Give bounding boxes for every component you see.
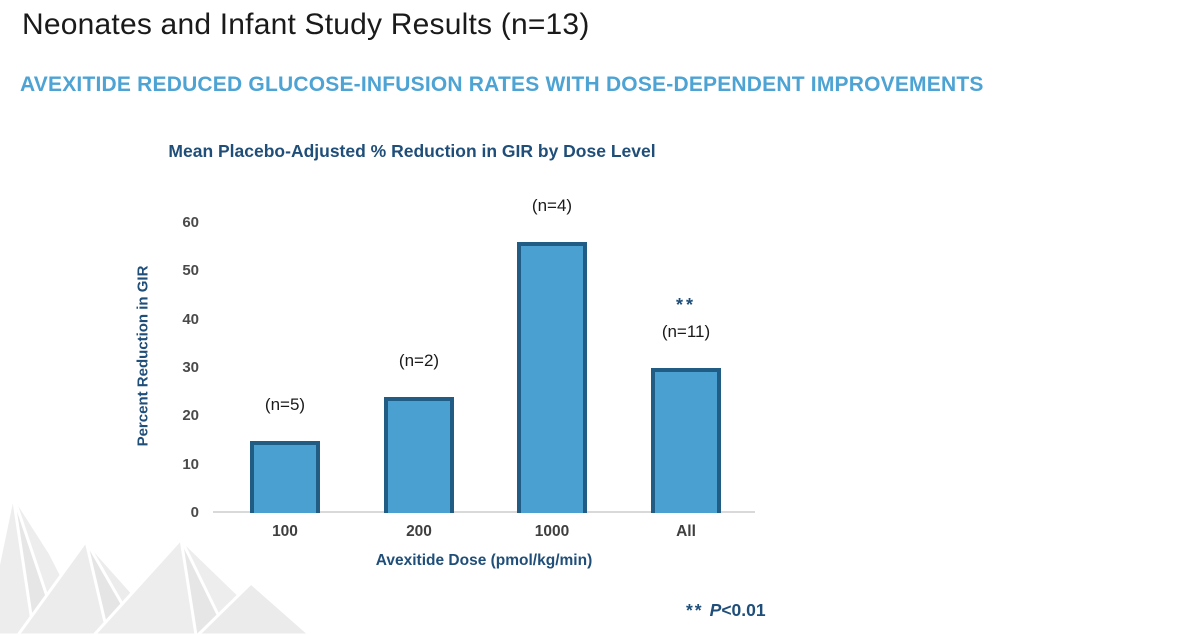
y-tick-30: 30 — [182, 359, 199, 376]
significance-footnote: ** P<0.01 — [686, 600, 766, 621]
y-axis-label: Percent Reduction in GIR — [134, 265, 152, 447]
plot-area: 0 10 20 30 40 50 60 (n=5) 100 (n=2) 200 (n=4) 1000 (n… — [182, 196, 755, 540]
x-tick-1000: 1000 — [534, 523, 570, 540]
y-tick-40: 40 — [182, 310, 199, 328]
chart-title: Mean Placebo-Adjusted % Reduction in GIR… — [168, 141, 656, 161]
bar-All — [651, 368, 721, 513]
x-axis-label: Avexitide Dose (pmol/kg/min) — [375, 552, 593, 569]
bar-200 — [384, 397, 454, 513]
significance-marker-All: ** — [675, 295, 696, 315]
y-tick-10: 10 — [182, 455, 199, 473]
bar-annotation-1000: (n=4) — [531, 196, 573, 216]
y-tick-20: 20 — [182, 407, 199, 425]
x-tick-200: 200 — [406, 523, 432, 540]
page-title: Neonates and Infant Study Results (n=13) — [22, 8, 590, 41]
bar-annotation-All: (n=11) — [661, 322, 711, 341]
x-axis-baseline — [213, 511, 755, 513]
bar-100 — [250, 440, 320, 513]
footnote-p-value: <0.01 — [721, 600, 766, 620]
bar-annotation-100: (n=5) — [264, 394, 306, 414]
y-tick-0: 0 — [190, 504, 199, 521]
page-subtitle: AVEXITIDE REDUCED GLUCOSE-INFUSION RATES… — [20, 73, 984, 96]
x-tick-All: All — [676, 523, 696, 540]
footnote-stars: ** — [686, 600, 704, 620]
bar-annotation-200: (n=2) — [398, 351, 440, 370]
mountain-watermark-icon — [0, 493, 312, 635]
y-tick-60: 60 — [182, 214, 199, 231]
footnote-p-label: P — [709, 600, 722, 620]
x-tick-100: 100 — [272, 523, 298, 540]
y-tick-50: 50 — [182, 262, 199, 280]
bar-1000 — [517, 242, 587, 513]
